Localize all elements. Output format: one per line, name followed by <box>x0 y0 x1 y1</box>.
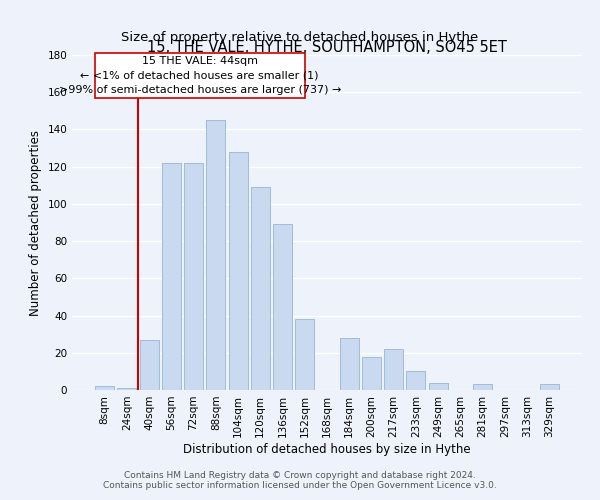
Bar <box>473 384 492 390</box>
Bar <box>95 386 114 390</box>
X-axis label: Distribution of detached houses by size in Hythe: Distribution of detached houses by size … <box>183 442 471 456</box>
Bar <box>540 384 559 390</box>
Bar <box>118 388 136 390</box>
Bar <box>362 356 381 390</box>
Y-axis label: Number of detached properties: Number of detached properties <box>29 130 42 316</box>
Bar <box>340 338 359 390</box>
Bar <box>273 224 292 390</box>
Bar <box>95 53 305 98</box>
Text: Size of property relative to detached houses in Hythe: Size of property relative to detached ho… <box>121 31 479 44</box>
Bar <box>140 340 158 390</box>
Text: Contains HM Land Registry data © Crown copyright and database right 2024.: Contains HM Land Registry data © Crown c… <box>124 470 476 480</box>
Bar <box>384 349 403 390</box>
Bar <box>184 163 203 390</box>
Bar <box>162 163 181 390</box>
Bar <box>406 372 425 390</box>
Bar <box>229 152 248 390</box>
Text: 15 THE VALE: 44sqm
← <1% of detached houses are smaller (1)
>99% of semi-detache: 15 THE VALE: 44sqm ← <1% of detached hou… <box>59 56 341 96</box>
Bar <box>206 120 225 390</box>
Bar <box>295 320 314 390</box>
Title: 15, THE VALE, HYTHE, SOUTHAMPTON, SO45 5ET: 15, THE VALE, HYTHE, SOUTHAMPTON, SO45 5… <box>147 40 507 55</box>
Bar <box>251 187 270 390</box>
Bar <box>429 382 448 390</box>
Text: Contains public sector information licensed under the Open Government Licence v3: Contains public sector information licen… <box>103 480 497 490</box>
